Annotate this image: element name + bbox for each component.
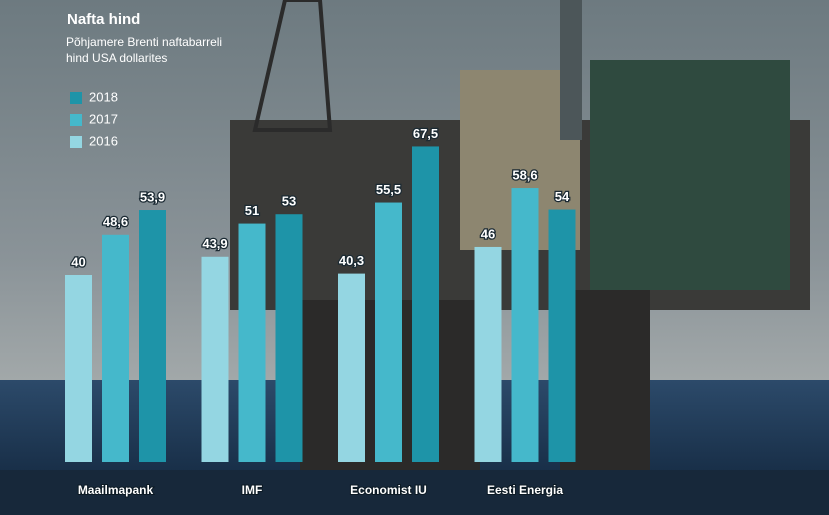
legend-label: 2018 [89, 89, 118, 104]
value-label: 48,6 [103, 214, 128, 229]
value-label: 67,5 [413, 126, 438, 141]
x-tick-label: Eesti Energia [487, 483, 563, 497]
bar [474, 246, 502, 462]
legend-swatch [70, 92, 82, 104]
bar [139, 210, 166, 462]
value-label: 40,3 [339, 253, 364, 268]
value-label: 54 [555, 189, 570, 204]
bar [338, 273, 365, 462]
bar [511, 188, 539, 463]
chart-title: Nafta hind [67, 11, 140, 28]
x-tick-label: IMF [242, 483, 263, 497]
bar [548, 209, 576, 462]
legend-label: 2016 [89, 133, 118, 148]
x-tick-label: Maailmapank [78, 483, 154, 497]
value-label: 46 [481, 226, 495, 241]
legend-swatch [70, 136, 82, 148]
bar [65, 275, 92, 462]
bar [102, 234, 129, 462]
legend-label: 2017 [89, 111, 118, 126]
bar [412, 146, 439, 462]
value-label: 43,9 [202, 236, 227, 251]
bar [275, 214, 303, 462]
value-label: 55,5 [376, 182, 401, 197]
bar [375, 202, 402, 462]
bar [201, 256, 229, 462]
value-label: 51 [245, 203, 259, 218]
bar [238, 223, 266, 462]
value-label: 58,6 [512, 167, 537, 182]
x-tick-label: Economist IU [350, 483, 427, 497]
chart-subtitle: Põhjamere Brenti naftabarreli hind USA d… [66, 35, 223, 65]
value-label: 40 [71, 254, 85, 269]
subtitle-box: Põhjamere Brenti naftabarreli hind USA d… [66, 35, 223, 65]
legend-swatch [70, 114, 82, 126]
value-label: 53,9 [140, 189, 165, 204]
value-label: 53 [282, 194, 296, 209]
